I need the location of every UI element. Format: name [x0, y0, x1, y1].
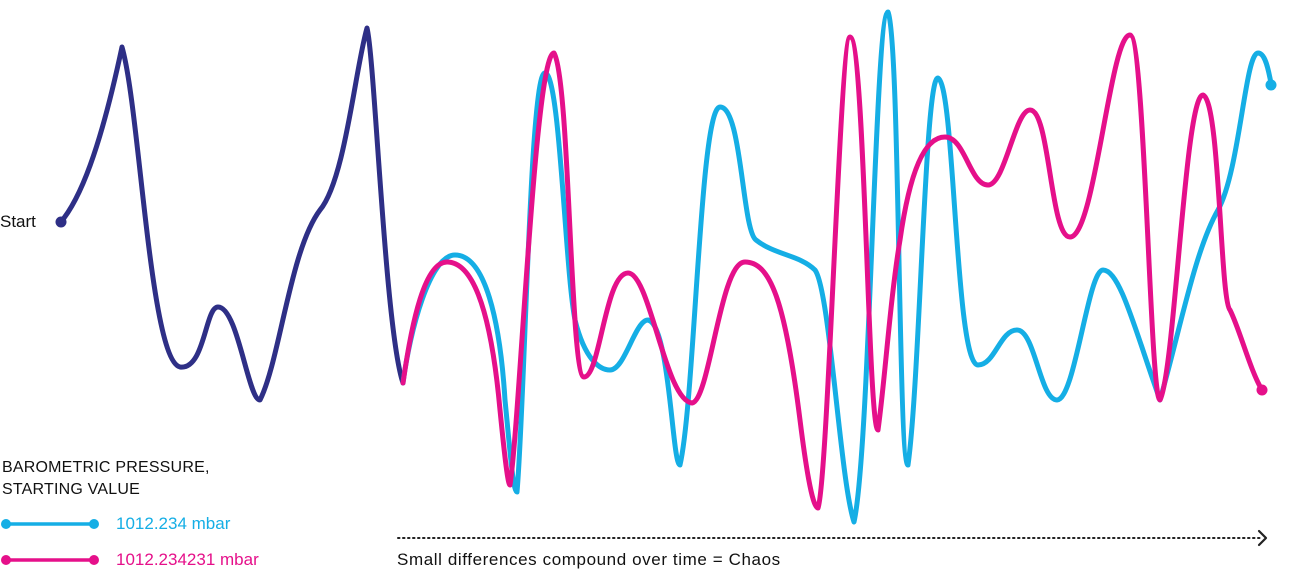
start-marker [55, 216, 67, 228]
legend-swatch-cyan [1, 519, 99, 529]
chaos-caption: Small differences compound over time = C… [397, 550, 781, 569]
legend-value-magenta: 1012.234231 mbar [116, 550, 259, 569]
shared-trajectory-line [57, 25, 406, 403]
cyan-end-marker [1265, 79, 1277, 91]
cyan-trajectory-line [400, 9, 1275, 525]
legend-item-magenta: 1012.234231 mbar [0, 548, 259, 572]
legend-title-line2: STARTING VALUE [2, 481, 140, 498]
legend-title-line1: BAROMETRIC PRESSURE, [2, 459, 210, 476]
time-arrow-head [1257, 529, 1268, 547]
legend-title: BAROMETRIC PRESSURE, STARTING VALUE [2, 457, 210, 501]
legend-value-cyan: 1012.234 mbar [116, 514, 231, 533]
legend-item-cyan: 1012.234 mbar [0, 512, 230, 536]
magenta-end-marker [1256, 384, 1268, 396]
legend-swatch-magenta [1, 555, 99, 565]
magenta-trajectory-line [400, 32, 1265, 511]
start-label: Start [0, 212, 36, 231]
